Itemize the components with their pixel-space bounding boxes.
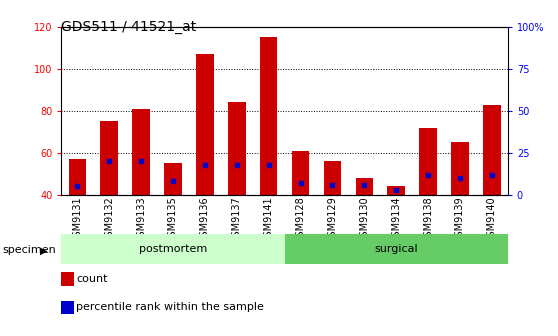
Text: percentile rank within the sample: percentile rank within the sample	[76, 302, 264, 312]
Bar	[451, 142, 469, 195]
Bar	[132, 109, 150, 195]
Bar	[355, 178, 373, 195]
Bar	[387, 186, 405, 195]
Text: surgical: surgical	[374, 244, 418, 254]
Bar	[324, 161, 341, 195]
Bar	[292, 151, 309, 195]
Text: count: count	[76, 274, 108, 284]
Text: GDS511 / 41521_at: GDS511 / 41521_at	[61, 20, 196, 34]
Bar	[100, 121, 118, 195]
Bar	[69, 159, 86, 195]
Bar	[228, 102, 246, 195]
Text: ▶: ▶	[40, 245, 47, 255]
Bar	[196, 54, 214, 195]
Bar	[419, 128, 437, 195]
Text: specimen: specimen	[3, 245, 56, 255]
Bar	[61, 234, 285, 264]
Bar	[483, 104, 501, 195]
Text: postmortem: postmortem	[139, 244, 207, 254]
Bar	[285, 234, 508, 264]
Bar	[260, 37, 277, 195]
Bar	[164, 163, 182, 195]
